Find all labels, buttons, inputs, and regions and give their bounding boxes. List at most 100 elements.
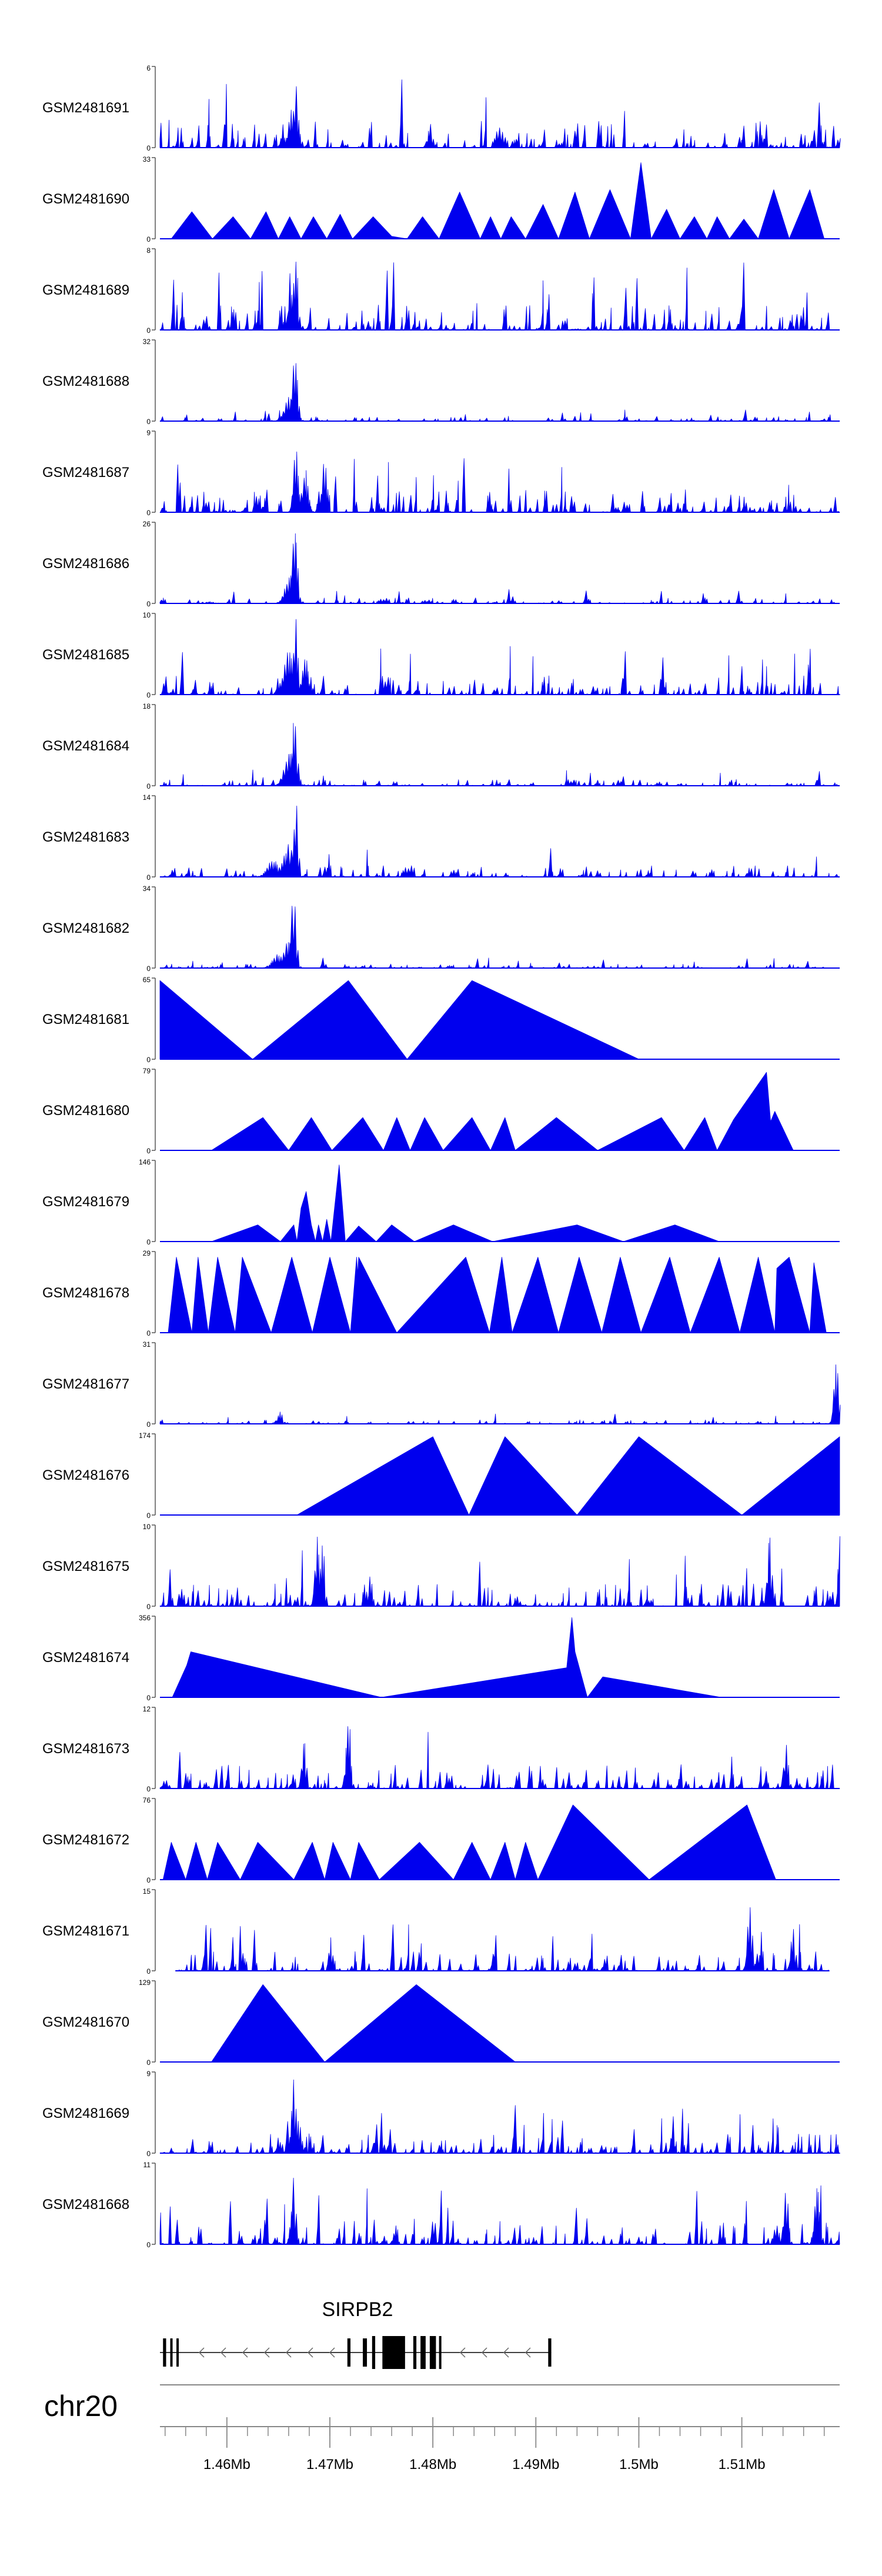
y-tick-label-max: 11 (143, 2161, 151, 2169)
axis-tick-label: 1.46Mb (203, 2457, 250, 2472)
chevron-icon (242, 2347, 248, 2358)
track-label: GSM2481685 (42, 647, 129, 663)
track-label: GSM2481675 (42, 1559, 129, 1574)
track-signal (159, 723, 840, 786)
y-tick-label-max: 14 (143, 793, 151, 802)
y-tick-label-max: 32 (143, 338, 151, 346)
track-signal (159, 79, 841, 148)
chevron-icon (220, 2347, 226, 2358)
track-GSM2481684: GSM2481684 18 0 (42, 702, 840, 790)
gene-exon (413, 2336, 417, 2369)
y-tick-label-zero: 0 (146, 1511, 151, 1520)
y-tick-label-zero: 0 (146, 2241, 151, 2249)
y-tick-label-max: 31 (143, 1340, 151, 1349)
axis-tick-label: 1.51Mb (719, 2457, 766, 2472)
axis-tick-label: 1.49Mb (512, 2457, 559, 2472)
track-signal (159, 805, 840, 877)
gene-exon (176, 2338, 179, 2367)
axis-tick-label: 1.47Mb (306, 2457, 353, 2472)
track-GSM2481686: GSM2481686 26 0 (42, 520, 840, 608)
y-tick-label-zero: 0 (146, 2150, 151, 2158)
y-tick-label-zero: 0 (146, 1967, 151, 1976)
gene-exon (170, 2338, 173, 2367)
track-GSM2481675: GSM2481675 10 0 (42, 1523, 840, 1611)
track-label: GSM2481690 (42, 191, 129, 207)
y-tick-label-zero: 0 (146, 509, 151, 517)
track-signal (159, 906, 840, 969)
chevron-icon (307, 2347, 313, 2358)
y-tick-label-zero: 0 (146, 873, 151, 882)
track-label: GSM2481680 (42, 1103, 129, 1119)
gene-exon (347, 2338, 351, 2367)
track-GSM2481690: GSM2481690 33 0 (42, 155, 840, 243)
strand-arrows (198, 2347, 531, 2358)
y-tick-label-zero: 0 (146, 691, 151, 699)
gene-model-track: SIRPB2 (160, 2298, 552, 2369)
track-GSM2481678: GSM2481678 29 0 (42, 1249, 840, 1337)
gene-exon (363, 2338, 368, 2367)
track-GSM2481679: GSM2481679 146 0 (42, 1158, 840, 1246)
signal-tracks: GSM248169160GSM2481690330GSM248168980GSM… (42, 64, 841, 2249)
track-signal (171, 162, 825, 239)
track-GSM2481681: GSM2481681 65 0 (42, 976, 840, 1064)
track-label: GSM2481673 (42, 1741, 129, 1757)
track-GSM2481677: GSM2481677 31 0 (42, 1340, 841, 1429)
track-signal (159, 1536, 840, 1607)
track-GSM2481670: GSM2481670 129 0 (42, 1978, 840, 2067)
y-tick-label-max: 34 (143, 885, 151, 893)
y-tick-label-zero: 0 (146, 1056, 151, 1064)
y-tick-label-max: 79 (143, 1067, 151, 1075)
track-GSM2481671: GSM2481671 15 0 (42, 1887, 830, 1976)
track-label: GSM2481689 (42, 282, 129, 298)
track-signal (159, 980, 639, 1060)
gene-exon (382, 2336, 405, 2369)
genome-axis-track: chr20 1.46Mb 1.47Mb 1.48Mb 1.49Mb 1.5Mb 1.51M… (44, 2384, 840, 2472)
y-tick-label-zero: 0 (146, 1147, 151, 1155)
gene-exon (548, 2338, 552, 2367)
track-signal (159, 451, 840, 513)
y-tick-label-zero: 0 (146, 1694, 151, 1702)
chevron-icon (459, 2347, 466, 2358)
track-label: GSM2481691 (42, 100, 129, 116)
track-label: GSM2481687 (42, 465, 129, 481)
y-tick-label-max: 26 (143, 520, 151, 528)
track-GSM2481680: GSM2481680 79 0 (42, 1067, 840, 1155)
y-tick-label-max: 356 (139, 1614, 151, 1622)
gene-exon (163, 2338, 166, 2367)
track-GSM2481668: GSM2481668 11 0 (42, 2161, 840, 2249)
track-GSM2481672: GSM2481672 76 0 (42, 1796, 840, 1884)
track-label: GSM2481668 (42, 2197, 129, 2213)
track-signal (159, 363, 840, 422)
track-signal (168, 1257, 827, 1333)
track-GSM2481676: GSM2481676 174 0 (42, 1432, 840, 1520)
track-label: GSM2481674 (42, 1650, 129, 1666)
track-label: GSM2481672 (42, 1832, 129, 1848)
track-GSM2481687: GSM2481687 9 0 (42, 429, 840, 517)
chevron-icon (263, 2347, 270, 2358)
y-tick-label-max: 9 (146, 429, 151, 437)
track-GSM2481673: GSM2481673 12 0 (42, 1705, 840, 1793)
track-GSM2481683: GSM2481683 14 0 (42, 793, 840, 882)
track-label: GSM2481678 (42, 1285, 129, 1301)
gene-exon (429, 2336, 436, 2369)
track-GSM2481688: GSM2481688 32 0 (42, 338, 840, 426)
y-tick-label-zero: 0 (146, 235, 151, 243)
y-tick-label-max: 15 (143, 1887, 151, 1896)
track-label: GSM2481684 (42, 738, 129, 754)
track-label: GSM2481681 (42, 1012, 129, 1027)
track-GSM2481689: GSM2481689 8 0 (42, 246, 840, 335)
gene-exon (439, 2336, 442, 2369)
y-tick-label-max: 10 (143, 1523, 151, 1531)
track-label: GSM2481670 (42, 2014, 129, 2030)
track-label: GSM2481683 (42, 829, 129, 845)
chromosome-label: chr20 (44, 2390, 118, 2422)
track-signal (159, 2079, 841, 2154)
track-signal (296, 1436, 840, 1516)
y-tick-label-zero: 0 (146, 2058, 151, 2067)
track-signal (159, 261, 840, 331)
track-GSM2481685: GSM2481685 10 0 (42, 611, 841, 699)
track-label: GSM2481679 (42, 1194, 129, 1210)
y-tick-label-max: 12 (143, 1705, 151, 1713)
track-signal (175, 1907, 830, 1971)
